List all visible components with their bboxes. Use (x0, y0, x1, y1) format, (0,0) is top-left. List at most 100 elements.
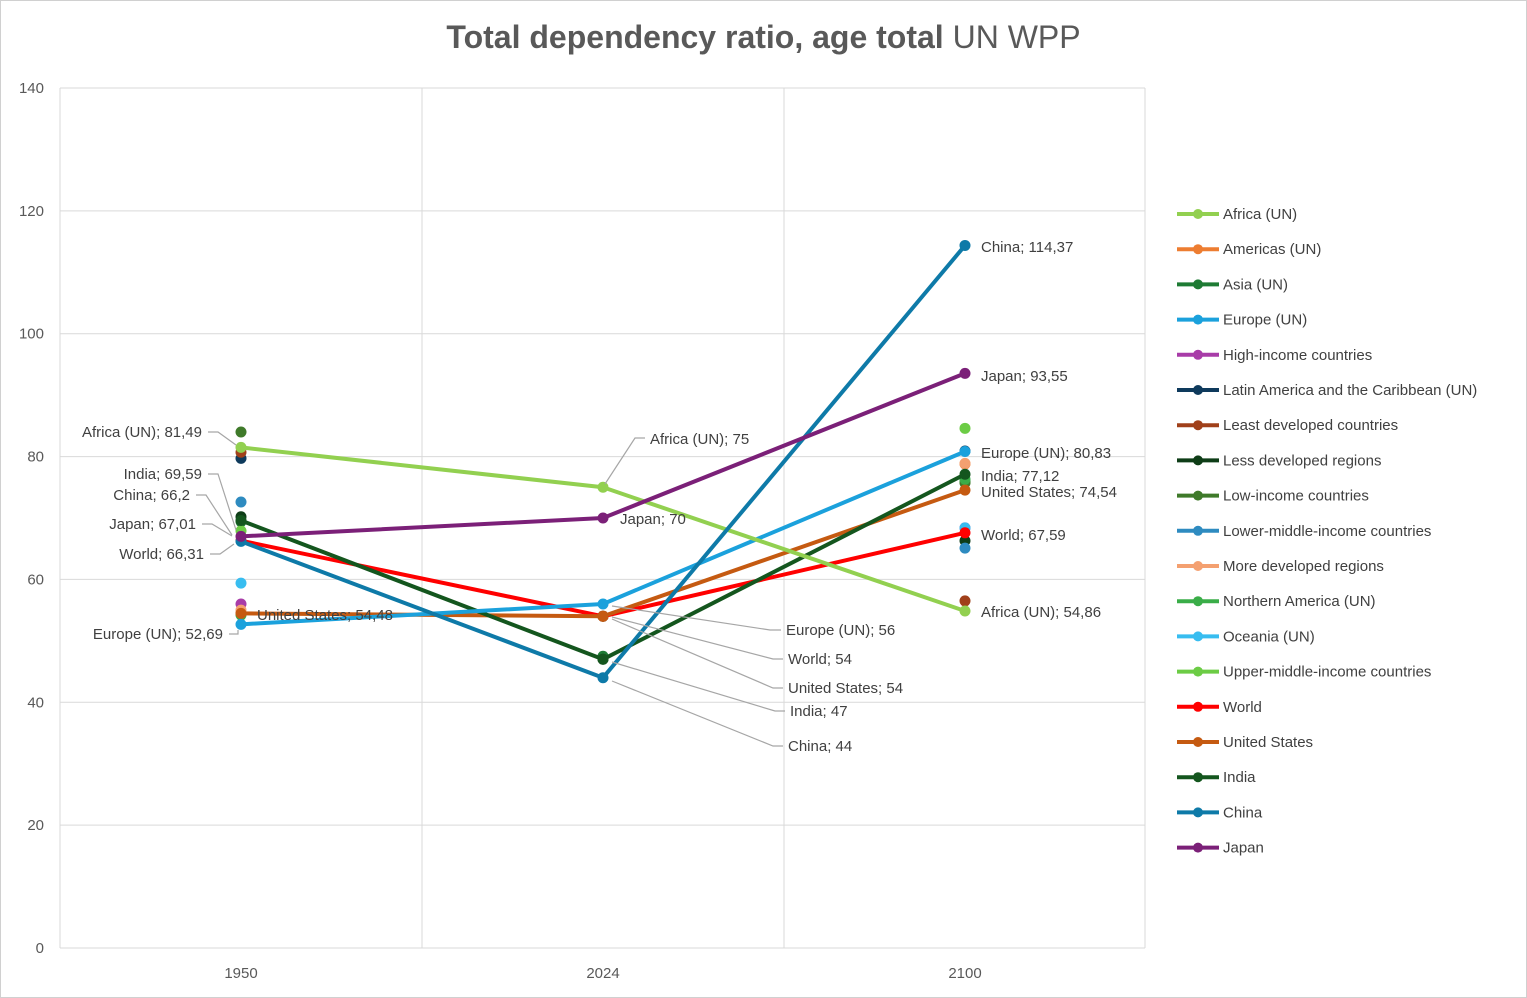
legend-entry: World (1223, 699, 1262, 716)
legend-swatch-marker (1193, 737, 1203, 747)
leader-line (611, 616, 783, 660)
data-point (235, 426, 247, 438)
data-point (959, 422, 971, 434)
legend-entry: Northern America (UN) (1223, 593, 1376, 610)
legend-entry: Europe (UN) (1223, 312, 1307, 329)
leader-line (208, 473, 237, 531)
data-label: World; 66,31 (119, 546, 204, 563)
data-label: United States; 74,54 (981, 484, 1117, 501)
legend-entry: More developed regions (1223, 558, 1384, 575)
data-label: Africa (UN); 54,86 (981, 604, 1101, 621)
legend-swatch-marker (1193, 631, 1203, 642)
legend-swatch-marker (1193, 525, 1203, 536)
data-point (959, 457, 971, 469)
legend-entry: Latin America and the Caribbean (UN) (1223, 382, 1477, 399)
legend-swatch-marker (1193, 701, 1203, 712)
data-point (959, 542, 971, 554)
data-label: China; 114,37 (981, 239, 1073, 256)
y-tick-label: 80 (27, 449, 44, 466)
data-point (235, 530, 247, 542)
data-label: Japan; 93,55 (981, 368, 1068, 385)
legend-swatch-marker (1193, 842, 1203, 853)
legend-entry: Japan (1223, 840, 1264, 857)
chart-title: Total dependency ratio, age total UN WPP (1, 19, 1526, 56)
legend-swatch-marker (1193, 666, 1203, 677)
y-tick-label: 20 (27, 817, 44, 834)
data-point (235, 618, 247, 630)
x-tick-label: 1950 (224, 965, 257, 982)
leader-line (611, 661, 785, 712)
legend-swatch-marker (1193, 561, 1203, 571)
legend-entry: Africa (UN) (1223, 206, 1297, 223)
legend-swatch-marker (1193, 420, 1203, 431)
data-point (235, 607, 247, 619)
data-label: Japan; 70 (620, 511, 686, 528)
data-point (959, 445, 971, 457)
data-label: China; 66,2 (113, 487, 190, 504)
data-label: Europe (UN); 52,69 (93, 626, 223, 643)
legend-entry: Upper-middle-income countries (1223, 664, 1431, 681)
legend-swatch-marker (1193, 314, 1203, 325)
data-label: United States; 54 (788, 680, 903, 697)
y-tick-label: 40 (27, 694, 44, 711)
data-point (959, 527, 971, 539)
leader-line (229, 630, 239, 635)
legend-swatch-marker (1193, 209, 1203, 219)
data-point (597, 672, 609, 684)
legend-entry: Lower-middle-income countries (1223, 523, 1431, 540)
data-point (235, 515, 247, 527)
data-label: India; 47 (790, 703, 848, 720)
data-label: China; 44 (788, 738, 852, 755)
data-label: Africa (UN); 81,49 (82, 424, 202, 441)
data-point (235, 577, 247, 589)
data-point (959, 239, 971, 251)
legend-swatch-marker (1193, 772, 1203, 783)
x-tick-label: 2100 (948, 965, 981, 982)
legend-entry: Low-income countries (1223, 488, 1369, 505)
y-tick-label: 140 (19, 80, 44, 97)
y-tick-label: 0 (36, 940, 44, 957)
data-label: Europe (UN); 80,83 (981, 445, 1111, 462)
series-line (240, 449, 966, 627)
chart-title-main: Total dependency ratio, age total (446, 19, 944, 55)
legend-swatch-marker (1193, 596, 1203, 607)
legend-entry: High-income countries (1223, 347, 1372, 364)
leader-line (604, 437, 645, 485)
legend-entry: Least developed countries (1223, 417, 1398, 434)
series-line (240, 488, 966, 619)
chart-title-source: UN WPP (952, 19, 1081, 55)
legend-swatch-marker (1193, 279, 1203, 290)
data-label: World; 67,59 (981, 527, 1066, 544)
data-label: Africa (UN); 75 (650, 431, 749, 448)
legend-swatch-marker (1193, 349, 1203, 360)
data-point (235, 441, 247, 453)
legend-entry: Oceania (UN) (1223, 628, 1315, 645)
leader-line (611, 605, 781, 631)
data-point (597, 598, 609, 610)
series-line (240, 371, 966, 539)
data-point (597, 481, 609, 493)
leader-line (208, 431, 237, 446)
x-tick-label: 2024 (586, 965, 619, 982)
data-point (597, 653, 609, 665)
data-point (959, 367, 971, 379)
leader-line (611, 680, 783, 747)
data-label: Europe (UN); 56 (786, 622, 895, 639)
data-point (959, 484, 971, 496)
data-point (597, 610, 609, 622)
legend-swatch-marker (1193, 385, 1203, 395)
legend-entry: Less developed regions (1223, 452, 1381, 469)
legend-swatch-marker (1193, 490, 1203, 501)
data-point (597, 512, 609, 524)
legend-entry: India (1223, 769, 1256, 786)
legend-swatch-marker (1193, 807, 1203, 818)
data-point (959, 605, 971, 617)
legend-swatch-marker (1193, 244, 1203, 255)
data-point (235, 496, 247, 508)
y-tick-label: 60 (27, 571, 44, 588)
leader-line (611, 618, 783, 689)
y-tick-label: 100 (19, 326, 44, 343)
legend-entry: Americas (UN) (1223, 241, 1321, 258)
legend-swatch-marker (1193, 455, 1203, 466)
